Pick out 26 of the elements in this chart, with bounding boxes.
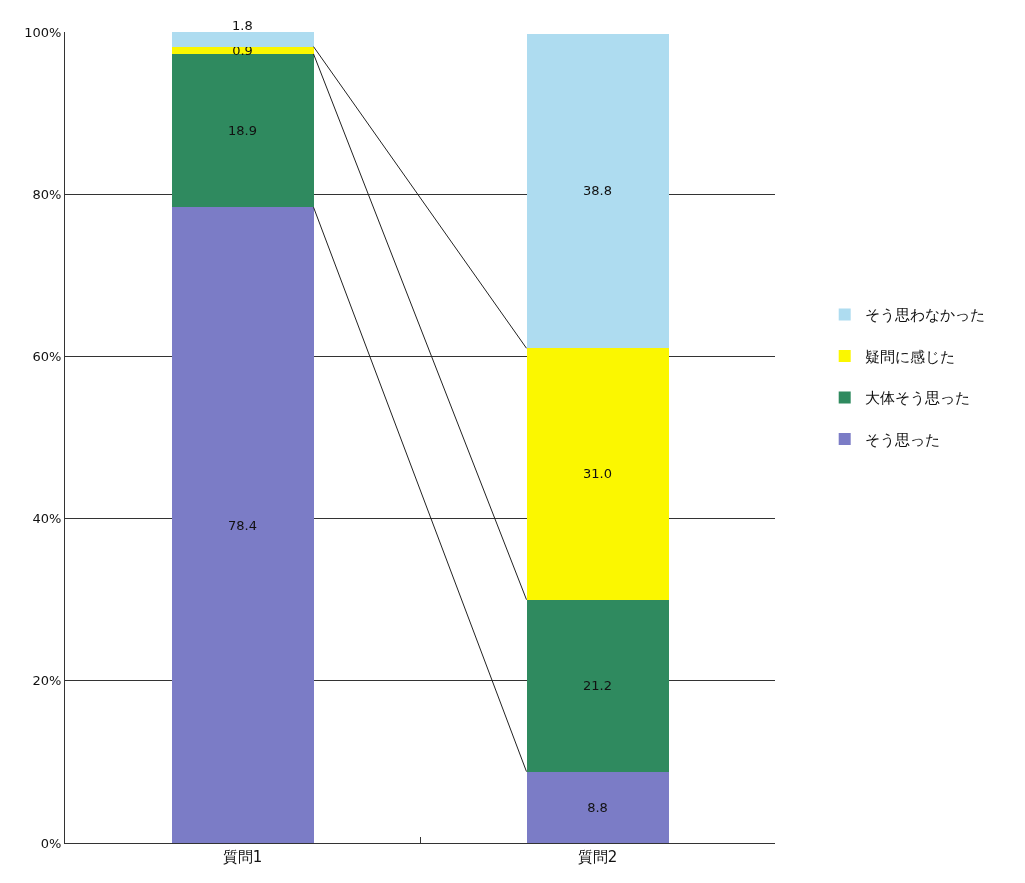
data-label: 31.0 <box>583 466 612 482</box>
y-tick-label: 20% <box>32 673 62 689</box>
y-tick-label: 100% <box>24 24 62 40</box>
bar <box>171 207 314 843</box>
x-tick-label: 質問2 <box>577 848 618 866</box>
legend-label: そう思わなかった <box>864 306 985 325</box>
bar <box>171 53 314 208</box>
bar <box>526 771 669 843</box>
x-tick-label: 質問1 <box>222 848 263 866</box>
y-tick-label: 0% <box>40 835 62 851</box>
y-tick-label: 60% <box>32 348 62 364</box>
legend-label: 大体そう思った <box>864 389 970 408</box>
bar <box>526 348 669 600</box>
data-label: 1.8 <box>232 18 253 33</box>
data-label: 21.2 <box>583 678 612 694</box>
data-label: 18.9 <box>228 123 257 139</box>
data-label: 78.4 <box>228 517 257 533</box>
data-label: 8.8 <box>587 799 608 815</box>
legend-label: 疑問に感じた <box>864 347 955 366</box>
y-tick-label: 40% <box>32 511 62 527</box>
y-tick-label: 80% <box>32 186 62 202</box>
bar <box>171 32 314 47</box>
data-label: 38.8 <box>583 183 612 199</box>
legend-label: そう思った <box>864 430 940 449</box>
bar <box>526 599 669 772</box>
bar <box>526 33 669 349</box>
